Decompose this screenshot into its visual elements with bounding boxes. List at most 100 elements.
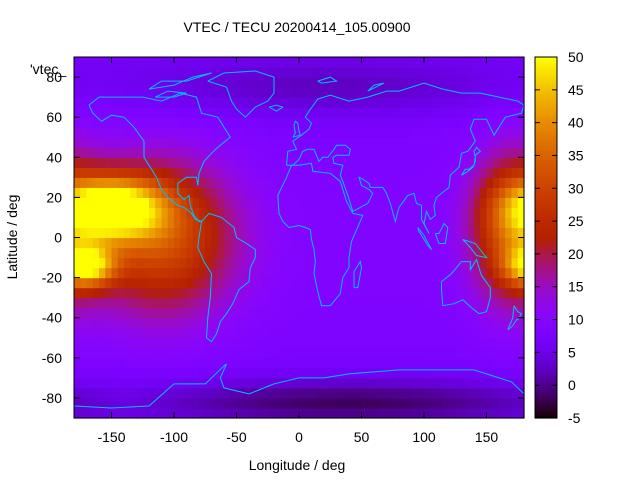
heatmap-cell: [92, 57, 100, 68]
heatmap-cell: [505, 267, 513, 279]
heatmap-cell: [349, 267, 356, 279]
heatmap-cell: [299, 117, 306, 128]
heatmap-cell: [417, 247, 425, 259]
heatmap-cell: [405, 237, 413, 249]
heatmap-cell: [161, 347, 169, 359]
heatmap-cell: [111, 307, 119, 319]
heatmap-cell: [311, 67, 319, 78]
heatmap-cell: [86, 57, 94, 68]
x-tick-label: -150: [97, 429, 125, 445]
heatmap-cell: [392, 207, 400, 219]
heatmap-cell: [486, 307, 494, 319]
coastline: [155, 90, 187, 98]
heatmap-cell: [242, 307, 250, 319]
heatmap-cell: [480, 177, 488, 188]
heatmap-cell: [236, 377, 244, 389]
heatmap-cell: [424, 57, 431, 68]
heatmap-cell: [511, 387, 519, 399]
heatmap-cell: [199, 247, 206, 259]
colorbar-segment: [535, 327, 557, 332]
heatmap-cell: [367, 117, 375, 128]
colorbar-segment: [535, 180, 557, 184]
heatmap-cell: [99, 377, 106, 389]
heatmap-cell: [255, 87, 263, 98]
heatmap-cell: [274, 337, 281, 349]
colorbar-segment: [535, 183, 557, 187]
heatmap-cell: [117, 97, 125, 108]
heatmap-cell: [111, 327, 119, 339]
heatmap-cell: [399, 317, 406, 329]
heatmap-cell: [149, 267, 156, 279]
heatmap-cell: [249, 187, 256, 198]
heatmap-cell: [405, 367, 413, 379]
heatmap-cell: [380, 377, 388, 389]
heatmap-cell: [492, 167, 500, 178]
heatmap-cell: [92, 407, 100, 419]
heatmap-cell: [511, 107, 519, 118]
heatmap-cell: [480, 247, 488, 259]
heatmap-cell: [505, 187, 513, 198]
heatmap-cell: [461, 277, 469, 289]
heatmap-cell: [136, 267, 144, 279]
heatmap-cell: [380, 217, 388, 229]
heatmap-cell: [261, 237, 269, 249]
heatmap-cell: [236, 267, 244, 279]
heatmap-cell: [99, 107, 106, 118]
heatmap-cell: [205, 367, 213, 379]
heatmap-cell: [517, 327, 525, 339]
heatmap-cell: [455, 317, 463, 329]
heatmap-cell: [355, 147, 363, 158]
heatmap-cell: [124, 237, 131, 249]
heatmap-cell: [136, 227, 144, 239]
heatmap-cell: [167, 307, 175, 319]
heatmap-cell: [105, 237, 113, 249]
heatmap-cell: [517, 227, 525, 239]
heatmap-cell: [180, 177, 188, 188]
colorbar: [534, 56, 558, 419]
heatmap-cell: [436, 137, 444, 148]
colorbar-segment: [535, 57, 557, 61]
heatmap-cell: [436, 297, 444, 309]
heatmap-cell: [355, 257, 363, 269]
heatmap-cell: [467, 247, 475, 259]
heatmap-cell: [430, 97, 438, 108]
heatmap-cell: [274, 247, 281, 259]
heatmap-cell: [267, 77, 275, 88]
heatmap-cell: [349, 407, 356, 419]
colorbar-segment: [535, 279, 557, 284]
heatmap-cell: [461, 157, 469, 168]
colorbar-tick-label: 35: [568, 147, 584, 163]
heatmap-cell: [186, 157, 194, 168]
heatmap-cell: [392, 287, 400, 299]
heatmap-cell: [424, 407, 431, 419]
heatmap-cell: [142, 197, 150, 209]
heatmap-cell: [461, 87, 469, 98]
heatmap-cell: [211, 257, 219, 269]
heatmap-cell: [380, 227, 388, 239]
heatmap-cell: [236, 177, 244, 188]
coastline: [367, 82, 385, 92]
heatmap-cell: [286, 367, 294, 379]
heatmap-cell: [461, 327, 469, 339]
heatmap-cell: [499, 377, 506, 389]
heatmap-cell: [430, 337, 438, 349]
heatmap-cell: [330, 237, 338, 249]
heatmap-cell: [311, 307, 319, 319]
heatmap-cell: [86, 227, 94, 239]
heatmap-cell: [342, 187, 350, 198]
heatmap-cell: [492, 357, 500, 369]
heatmap-cell: [386, 57, 394, 68]
heatmap-cell: [130, 257, 138, 269]
heatmap-cell: [342, 367, 350, 379]
heatmap-cell: [161, 187, 169, 198]
heatmap-cell: [442, 277, 450, 289]
colorbar-segment: [535, 375, 557, 380]
heatmap-cell: [511, 357, 519, 369]
heatmap-cell: [286, 277, 294, 289]
heatmap-cell: [430, 147, 438, 158]
heatmap-cell: [436, 127, 444, 138]
heatmap-cell: [199, 187, 206, 198]
heatmap-cell: [317, 247, 325, 259]
colorbar-segment: [535, 66, 557, 70]
heatmap-cell: [467, 327, 475, 339]
